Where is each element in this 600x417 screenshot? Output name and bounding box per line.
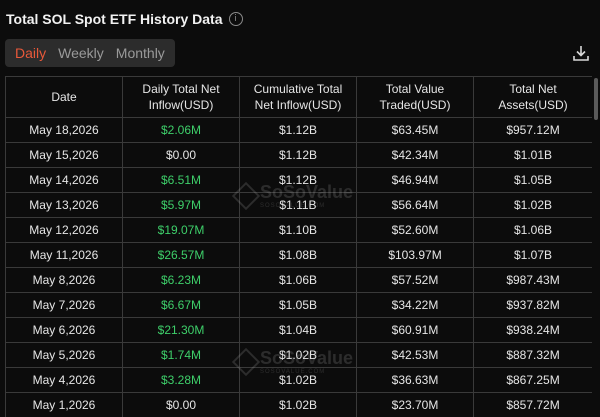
cell-value-traded: $60.91M — [356, 317, 474, 343]
table-row: May 5,2026 $1.74M $1.02B $42.53M $887.32M — [5, 342, 592, 368]
cell-net-assets: $957.12M — [473, 117, 592, 143]
cell-net-assets: $867.25M — [473, 367, 592, 393]
cell-date: May 4,2026 — [5, 367, 123, 393]
header-daily-inflow: Daily Total Net Inflow(USD) — [122, 76, 240, 118]
cell-cumulative-inflow: $1.12B — [239, 167, 357, 193]
cell-daily-inflow: $2.06M — [122, 117, 240, 143]
cell-cumulative-inflow: $1.12B — [239, 117, 357, 143]
cell-value-traded: $34.22M — [356, 292, 474, 318]
table-body: May 18,2026 $2.06M $1.12B $63.45M $957.12M Ma… — [5, 117, 592, 417]
cell-net-assets: $987.43M — [473, 267, 592, 293]
cell-value-traded: $42.53M — [356, 342, 474, 368]
cell-cumulative-inflow: $1.11B — [239, 192, 357, 218]
cell-value-traded: $36.63M — [356, 367, 474, 393]
panel-header: Total SOL Spot ETF History Data i — [6, 8, 243, 30]
cell-value-traded: $57.52M — [356, 267, 474, 293]
cell-date: May 5,2026 — [5, 342, 123, 368]
cell-cumulative-inflow: $1.10B — [239, 217, 357, 243]
cell-daily-inflow: $26.57M — [122, 242, 240, 268]
cell-daily-inflow: $21.30M — [122, 317, 240, 343]
cell-daily-inflow: $6.23M — [122, 267, 240, 293]
cell-net-assets: $857.72M — [473, 392, 592, 417]
cell-date: May 6,2026 — [5, 317, 123, 343]
cell-date: May 15,2026 — [5, 142, 123, 168]
cell-date: May 1,2026 — [5, 392, 123, 417]
cell-value-traded: $52.60M — [356, 217, 474, 243]
table-row: May 14,2026 $6.51M $1.12B $46.94M $1.05B — [5, 167, 592, 193]
table-scrollbar[interactable] — [594, 78, 598, 120]
history-table: Date Daily Total Net Inflow(USD) Cumulativ… — [5, 76, 592, 417]
cell-net-assets: $887.32M — [473, 342, 592, 368]
header-net-assets: Total Net Assets(USD) — [473, 76, 592, 118]
table-row: May 6,2026 $21.30M $1.04B $60.91M $938.24M — [5, 317, 592, 343]
cell-daily-inflow: $3.28M — [122, 367, 240, 393]
table-row: May 7,2026 $6.67M $1.05B $34.22M $937.82M — [5, 292, 592, 318]
cell-date: May 7,2026 — [5, 292, 123, 318]
tab-daily[interactable]: Daily — [15, 45, 47, 61]
cell-cumulative-inflow: $1.06B — [239, 267, 357, 293]
tab-monthly[interactable]: Monthly — [115, 45, 165, 61]
table-row: May 1,2026 $0.00 $1.02B $23.70M $857.72M — [5, 392, 592, 417]
cell-value-traded: $23.70M — [356, 392, 474, 417]
header-date: Date — [5, 76, 123, 118]
cell-value-traded: $63.45M — [356, 117, 474, 143]
cell-value-traded: $46.94M — [356, 167, 474, 193]
header-value-traded: Total Value Traded(USD) — [356, 76, 474, 118]
cell-cumulative-inflow: $1.08B — [239, 242, 357, 268]
table-row: May 12,2026 $19.07M $1.10B $52.60M $1.06B — [5, 217, 592, 243]
cell-daily-inflow: $1.74M — [122, 342, 240, 368]
cell-date: May 13,2026 — [5, 192, 123, 218]
cell-daily-inflow: $5.97M — [122, 192, 240, 218]
history-table-container: Date Daily Total Net Inflow(USD) Cumulativ… — [5, 76, 592, 417]
table-row: May 13,2026 $5.97M $1.11B $56.64M $1.02B — [5, 192, 592, 218]
cell-cumulative-inflow: $1.02B — [239, 367, 357, 393]
table-row: May 11,2026 $26.57M $1.08B $103.97M $1.07B — [5, 242, 592, 268]
cell-cumulative-inflow: $1.05B — [239, 292, 357, 318]
page-title: Total SOL Spot ETF History Data — [6, 11, 223, 27]
cell-net-assets: $1.01B — [473, 142, 592, 168]
table-row: May 8,2026 $6.23M $1.06B $57.52M $987.43M — [5, 267, 592, 293]
cell-daily-inflow: $6.67M — [122, 292, 240, 318]
cell-daily-inflow: $0.00 — [122, 392, 240, 417]
cell-net-assets: $937.82M — [473, 292, 592, 318]
cell-date: May 8,2026 — [5, 267, 123, 293]
cell-date: May 11,2026 — [5, 242, 123, 268]
cell-net-assets: $1.07B — [473, 242, 592, 268]
cell-net-assets: $938.24M — [473, 317, 592, 343]
download-icon[interactable] — [572, 44, 590, 62]
cell-cumulative-inflow: $1.12B — [239, 142, 357, 168]
cell-cumulative-inflow: $1.02B — [239, 342, 357, 368]
cell-value-traded: $56.64M — [356, 192, 474, 218]
cell-value-traded: $42.34M — [356, 142, 474, 168]
table-header-row: Date Daily Total Net Inflow(USD) Cumulativ… — [5, 76, 592, 118]
table-row: May 18,2026 $2.06M $1.12B $63.45M $957.12M — [5, 117, 592, 143]
cell-value-traded: $103.97M — [356, 242, 474, 268]
cell-net-assets: $1.06B — [473, 217, 592, 243]
tab-weekly[interactable]: Weekly — [58, 45, 104, 61]
cell-net-assets: $1.05B — [473, 167, 592, 193]
table-row: May 15,2026 $0.00 $1.12B $42.34M $1.01B — [5, 142, 592, 168]
cell-daily-inflow: $0.00 — [122, 142, 240, 168]
cell-cumulative-inflow: $1.04B — [239, 317, 357, 343]
cell-daily-inflow: $6.51M — [122, 167, 240, 193]
cell-net-assets: $1.02B — [473, 192, 592, 218]
cell-cumulative-inflow: $1.02B — [239, 392, 357, 417]
table-row: May 4,2026 $3.28M $1.02B $36.63M $867.25M — [5, 367, 592, 393]
header-cumulative-inflow: Cumulative Total Net Inflow(USD) — [239, 76, 357, 118]
info-icon[interactable]: i — [228, 12, 243, 26]
cell-daily-inflow: $19.07M — [122, 217, 240, 243]
cell-date: May 12,2026 — [5, 217, 123, 243]
cell-date: May 18,2026 — [5, 117, 123, 143]
period-tabs: Daily Weekly Monthly — [5, 39, 175, 67]
cell-date: May 14,2026 — [5, 167, 123, 193]
